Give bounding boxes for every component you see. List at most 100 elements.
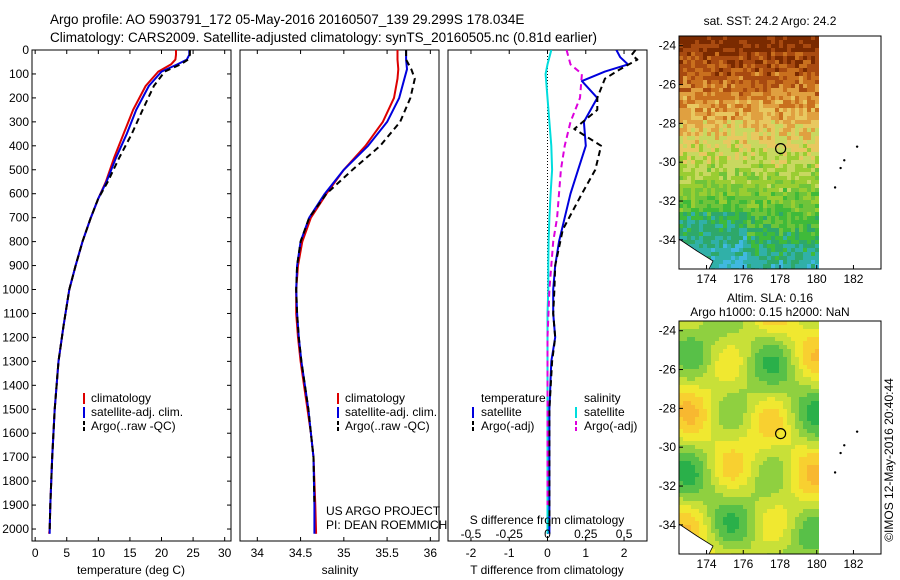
sst-field-cell — [815, 100, 819, 104]
sla-field-cell — [695, 453, 699, 457]
sst-field-cell — [711, 120, 715, 124]
sla-field-cell — [783, 421, 787, 425]
sst-field-cell — [763, 240, 767, 244]
sla-field-cell — [711, 541, 715, 545]
sla-field-cell — [763, 329, 767, 333]
depth-tick-label: 500 — [9, 163, 29, 177]
sst-field-cell — [731, 64, 735, 68]
sla-field-cell — [739, 449, 743, 453]
sst-field-cell — [723, 96, 727, 100]
sst-field-cell — [767, 236, 771, 240]
sla-field-cell — [767, 529, 771, 533]
sst-field-cell — [787, 192, 791, 196]
sla-field-cell — [771, 397, 775, 401]
sst-field-cell — [747, 248, 751, 252]
sla-field-cell — [739, 389, 743, 393]
sla-field-cell — [759, 489, 763, 493]
sst-field-cell — [807, 252, 811, 256]
sst-field-cell — [815, 92, 819, 96]
sla-field-cell — [815, 397, 819, 401]
sla-field-cell — [759, 469, 763, 473]
sla-field-cell — [727, 325, 731, 329]
sst-field-cell — [679, 104, 683, 108]
sst-field-cell — [779, 232, 783, 236]
sst-field-cell — [787, 216, 791, 220]
sla-field-cell — [787, 501, 791, 505]
sst-field-cell — [679, 172, 683, 176]
sst-field-cell — [751, 68, 755, 72]
sla-field-cell — [735, 385, 739, 389]
sla-field-cell — [683, 409, 687, 413]
sst-field-cell — [791, 168, 795, 172]
sla-field-cell — [779, 389, 783, 393]
sla-field-cell — [735, 545, 739, 549]
sst-field-cell — [767, 172, 771, 176]
sst-field-cell — [799, 216, 803, 220]
salinity-panel: 34 34.5 35 35.5 36 salinity climatologysatel… — [239, 49, 447, 577]
sst-field-cell — [735, 64, 739, 68]
sla-field-cell — [715, 425, 719, 429]
sla-field-cell — [807, 325, 811, 329]
sla-field-cell — [751, 437, 755, 441]
sst-field-cell — [707, 240, 711, 244]
sla-field-cell — [739, 525, 743, 529]
sst-field-cell — [723, 68, 727, 72]
sla-field-cell — [775, 505, 779, 509]
sla-field-cell — [767, 505, 771, 509]
sla-field-cell — [703, 389, 707, 393]
sst-field-cell — [751, 80, 755, 84]
sst-field-cell — [795, 56, 799, 60]
sla-field-cell — [715, 365, 719, 369]
sst-field-cell — [699, 160, 703, 164]
sst-field-cell — [783, 228, 787, 232]
sst-field-cell — [687, 92, 691, 96]
sla-field-cell — [775, 541, 779, 545]
t-difference-x-tick-label: -2 — [466, 546, 477, 560]
sst-field-cell — [695, 36, 699, 40]
sla-field-cell — [739, 549, 743, 553]
sla-field-cell — [707, 393, 711, 397]
sla-field-cell — [803, 469, 807, 473]
sst-field-cell — [699, 88, 703, 92]
sla-field-cell — [787, 385, 791, 389]
sst-field-cell — [799, 160, 803, 164]
sla-field-cell — [723, 457, 727, 461]
sla-field-cell — [799, 529, 803, 533]
sla-field-cell — [763, 389, 767, 393]
sla-field-cell — [683, 337, 687, 341]
sla-field-cell — [775, 437, 779, 441]
sla-field-cell — [755, 369, 759, 373]
sla-field-cell — [767, 469, 771, 473]
sla-field-cell — [751, 501, 755, 505]
sla-field-cell — [791, 337, 795, 341]
sla-field-cell — [711, 433, 715, 437]
sst-field-cell — [739, 172, 743, 176]
sst-field-cell — [743, 252, 747, 256]
sst-field-cell — [715, 140, 719, 144]
sla-field-cell — [763, 341, 767, 345]
sst-field-cell — [799, 260, 803, 264]
sla-field-cell — [687, 349, 691, 353]
sla-field-cell — [755, 457, 759, 461]
sst-field-cell — [719, 112, 723, 116]
sst-field-cell — [755, 48, 759, 52]
sla-field-cell — [707, 449, 711, 453]
sst-field-cell — [739, 44, 743, 48]
sla-field-cell — [763, 529, 767, 533]
sla-field-cell — [767, 397, 771, 401]
sla-field-cell — [691, 381, 695, 385]
sla-field-cell — [803, 421, 807, 425]
sla-field-cell — [731, 325, 735, 329]
sst-field-cell — [731, 176, 735, 180]
sst-field-cell — [751, 164, 755, 168]
sst-field-cell — [699, 164, 703, 168]
sla-map-panel: Altim. SLA: 0.16 Argo h1000: 0.15 h2000:… — [659, 291, 882, 571]
sst-field-cell — [727, 164, 731, 168]
sst-field-cell — [803, 260, 807, 264]
sst-field-cell — [683, 156, 687, 160]
sla-field-cell — [703, 361, 707, 365]
sla-field-cell — [795, 329, 799, 333]
sla-field-cell — [679, 465, 683, 469]
sst-field-cell — [727, 128, 731, 132]
